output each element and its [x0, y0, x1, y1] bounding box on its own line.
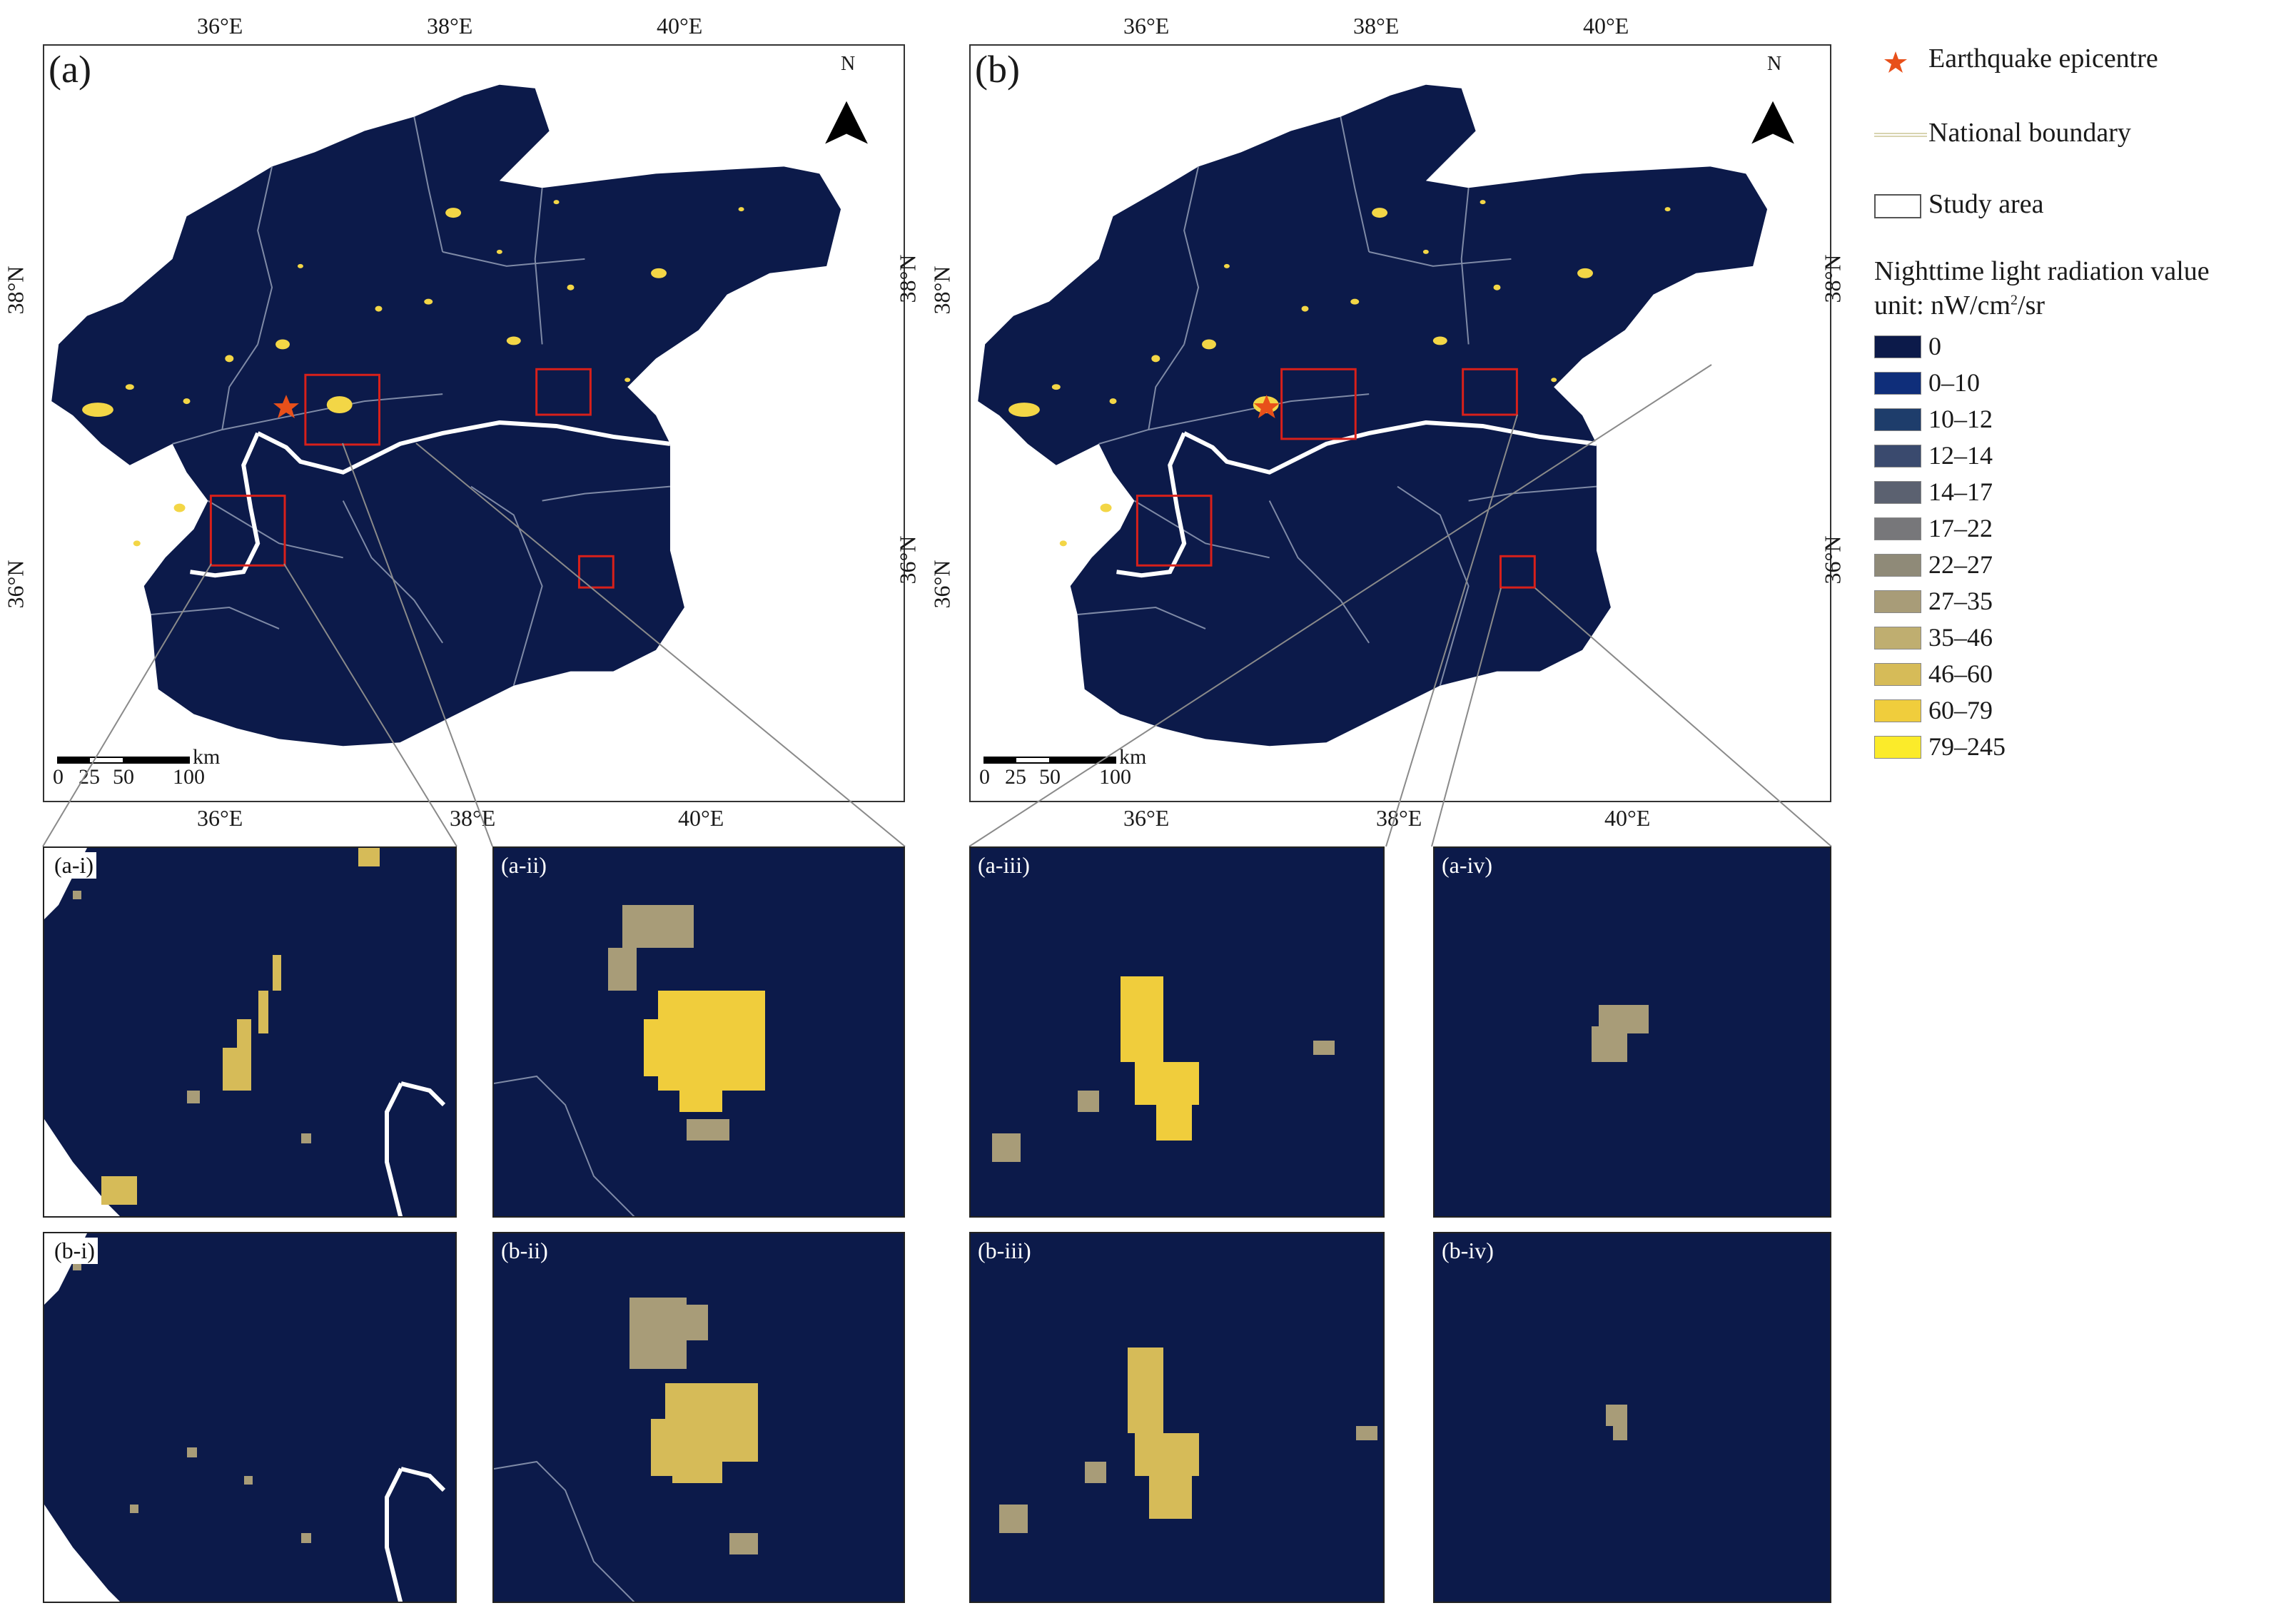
legend-class-label: 12–14 — [1928, 441, 1993, 470]
scalebar-label-0: 0 — [53, 765, 64, 789]
inset-label-b-iii: (b-iii) — [978, 1238, 1031, 1263]
inset-a-iii: (a-iii) — [969, 846, 1385, 1218]
legend-swatch — [1874, 335, 1921, 358]
lon-tick-36-top-b: 36°E — [1123, 13, 1170, 39]
scalebar-b: km 0 25 50 100 — [979, 745, 1155, 789]
national-boundary-icon — [1874, 133, 1927, 137]
epicentre-icon — [1881, 49, 1910, 77]
inset-label-a-ii: (a-ii) — [501, 852, 547, 878]
legend-swatch — [1874, 408, 1921, 431]
scalebar-label-100: 100 — [173, 765, 205, 789]
legend: Earthquake epicentre National boundary S… — [1870, 43, 2291, 771]
lon-tick-36-bottom-a: 36°E — [197, 805, 243, 831]
inset-b-ii: (b-ii) — [492, 1232, 905, 1603]
study-area-map-a — [44, 46, 868, 801]
lon-tick-36-bottom-b: 36°E — [1123, 805, 1170, 831]
lon-tick-40-top-a: 40°E — [657, 13, 703, 39]
legend-national-boundary-label: National boundary — [1928, 118, 2131, 148]
legend-class-label: 27–35 — [1928, 587, 1993, 615]
legend-title: Nighttime light radiation value — [1874, 256, 2210, 286]
inset-label-a-i: (a-i) — [51, 852, 97, 879]
legend-unit: unit: nW/cm2/sr — [1874, 290, 2045, 321]
legend-swatch — [1874, 627, 1921, 649]
legend-swatch — [1874, 445, 1921, 467]
lon-tick-40-bottom-a: 40°E — [678, 805, 724, 831]
map-panel-a: (a) N km 0 25 50 100 — [43, 44, 905, 802]
inset-b-iii: (b-iii) — [969, 1232, 1385, 1603]
lon-tick-38-bottom-a: 38°E — [450, 805, 496, 831]
lon-tick-36-top-a: 36°E — [197, 13, 243, 39]
inset-b-i: (b-i) — [43, 1232, 457, 1603]
inset-label-a-iii: (a-iii) — [978, 852, 1030, 878]
legend-unit-prefix: unit: nW/cm — [1874, 290, 2011, 320]
legend-class-label: 17–22 — [1928, 514, 1993, 542]
scalebar-unit-b: km — [1119, 745, 1147, 769]
study-area-map-b — [971, 46, 1794, 801]
panel-letter-b: (b) — [975, 48, 1020, 91]
inset-label-b-ii: (b-ii) — [501, 1238, 548, 1263]
north-label: N — [841, 53, 856, 75]
inset-label-b-iv: (b-iv) — [1442, 1238, 1494, 1263]
legend-swatch — [1874, 699, 1921, 722]
inset-b-iv: (b-iv) — [1433, 1232, 1831, 1603]
legend-class-label: 0–10 — [1928, 368, 1980, 397]
scalebar-label-25-b: 25 — [1005, 765, 1026, 789]
scalebar-label-100-b: 100 — [1099, 765, 1131, 789]
lon-tick-40-bottom-b: 40°E — [1604, 805, 1651, 831]
legend-classes: 0 0–10 10–12 12–14 14–17 17–22 22–27 27–35 35–46… — [1874, 332, 2160, 778]
scalebar-label-0-b: 0 — [979, 765, 990, 789]
north-label-b: N — [1767, 53, 1782, 75]
legend-swatch — [1874, 554, 1921, 577]
inset-a-i: (a-i) — [43, 846, 457, 1218]
legend-swatch — [1874, 663, 1921, 686]
panel-letter-a: (a) — [49, 48, 91, 91]
legend-unit-sup: 2 — [2011, 292, 2018, 308]
legend-class-label: 60–79 — [1928, 696, 1993, 724]
legend-class-label: 35–46 — [1928, 623, 1993, 652]
lon-tick-38-top-a: 38°E — [427, 13, 473, 39]
legend-unit-suffix: /sr — [2018, 290, 2045, 320]
lon-tick-40-top-b: 40°E — [1583, 13, 1629, 39]
legend-swatch — [1874, 372, 1921, 395]
legend-swatch — [1874, 736, 1921, 759]
legend-swatch — [1874, 590, 1921, 613]
legend-epicentre-label: Earthquake epicentre — [1928, 44, 2158, 74]
legend-class-label: 79–245 — [1928, 732, 2006, 761]
inset-label-a-iv: (a-iv) — [1442, 852, 1493, 878]
study-area-icon — [1874, 194, 1921, 218]
inset-label-b-i: (b-i) — [51, 1238, 98, 1264]
scalebar-label-50-b: 50 — [1039, 765, 1061, 789]
legend-class-label: 0 — [1928, 332, 1941, 360]
scalebar-unit: km — [193, 745, 221, 769]
map-panel-b: (b) N km 0 25 50 100 — [969, 44, 1831, 802]
legend-swatch — [1874, 517, 1921, 540]
lon-tick-38-bottom-b: 38°E — [1376, 805, 1422, 831]
lon-tick-38-top-b: 38°E — [1353, 13, 1400, 39]
inset-a-ii: (a-ii) — [492, 846, 905, 1218]
legend-class-label: 14–17 — [1928, 477, 1993, 506]
legend-study-area-label: Study area — [1928, 189, 2044, 219]
legend-class-label: 46–60 — [1928, 659, 1993, 688]
legend-swatch — [1874, 481, 1921, 504]
legend-class-label: 22–27 — [1928, 550, 1993, 579]
legend-class-label: 10–12 — [1928, 405, 1993, 433]
inset-a-iv: (a-iv) — [1433, 846, 1831, 1218]
scalebar-label-50: 50 — [113, 765, 134, 789]
